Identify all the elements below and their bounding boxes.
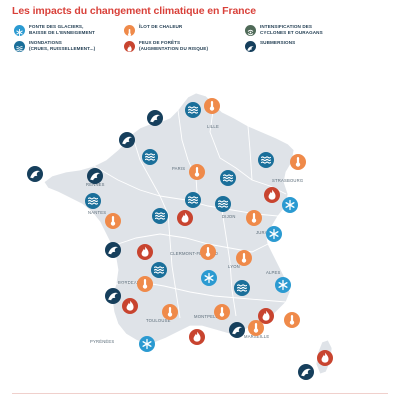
flame-icon [124, 41, 135, 52]
marker-submersion [105, 242, 121, 258]
city-nantes: NANTES [88, 210, 106, 215]
marker-flood [151, 262, 167, 278]
wave-icon [245, 41, 256, 52]
marker-heat [236, 250, 252, 266]
city-toulouse: TOULOUSE [146, 318, 171, 323]
marker-heat [284, 312, 300, 328]
waves-icon [14, 41, 25, 52]
legend-item-heat: ÎLOT DE CHALEUR [124, 24, 183, 37]
marker-flood [258, 152, 274, 168]
city-lille: LILLE [207, 124, 219, 129]
city-rennes: RENNES [86, 182, 105, 187]
marker-heat [189, 164, 205, 180]
marker-submersion [87, 168, 103, 184]
marker-snow [139, 336, 155, 352]
legend: FONTE DES GLACIERS, BAISSE DE L'ENNEIGEME… [10, 24, 390, 58]
marker-heat [246, 210, 262, 226]
city-montpellier: MONTPELLIER [194, 314, 226, 319]
marker-flood [152, 208, 168, 224]
marker-heat [248, 320, 264, 336]
marker-heat [214, 304, 230, 320]
legend-fire-line2: (AUGMENTATION DU RISQUE) [139, 45, 209, 51]
legend-item-cyclone: INTENSIFICATION DES CYCLONES ET OURAGANS [245, 24, 323, 36]
marker-submersion [147, 110, 163, 126]
city-lyon: LYON [228, 264, 240, 269]
marker-heat [162, 304, 178, 320]
marker-submersion [27, 166, 43, 182]
marker-fire [122, 298, 138, 314]
marker-fire [189, 329, 205, 345]
marker-heat [290, 154, 306, 170]
marker-flood [142, 149, 158, 165]
legend-item-submersion: SUBMERSIONS [245, 40, 295, 52]
marker-heat [200, 244, 216, 260]
legend-heat-line1: ÎLOT DE CHALEUR [139, 24, 183, 29]
legend-item-flood: INONDATIONS (CRUES, RUISSELLEMENT...) [14, 40, 95, 52]
city-pyrenees: PYRÉNÉES [90, 339, 114, 344]
marker-fire [264, 187, 280, 203]
marker-flood [234, 280, 250, 296]
marker-submersion [229, 322, 245, 338]
city-strasbourg: STRASBOURG [272, 178, 303, 183]
marker-fire [137, 244, 153, 260]
city-jura: JURA [256, 230, 268, 235]
marker-submersion [119, 132, 135, 148]
marker-snow [282, 197, 298, 213]
marker-heat [137, 276, 153, 292]
page-title: Les impacts du changement climatique en … [12, 5, 256, 17]
city-dijon: DIJON [222, 214, 236, 219]
marker-snow [275, 277, 291, 293]
snowflake-icon [14, 25, 25, 36]
legend-cyclone-line1: INTENSIFICATION DES [260, 24, 313, 29]
marker-snow [201, 270, 217, 286]
marker-flood [85, 193, 101, 209]
marker-submersion [298, 364, 314, 380]
marker-fire [258, 308, 274, 324]
legend-flood-line2: (CRUES, RUISSELLEMENT...) [29, 45, 96, 51]
marker-snow [266, 226, 282, 242]
legend-submersion-line1: SUBMERSIONS [260, 40, 296, 45]
city-clermont: CLERMONT-FERRAND [170, 251, 218, 256]
marker-fire [317, 350, 333, 366]
city-bordeaux: BORDEAUX [118, 280, 143, 285]
legend-cyclone-line2: CYCLONES ET OURAGANS [260, 29, 323, 35]
marker-flood [215, 196, 231, 212]
legend-item-snow: FONTE DES GLACIERS, BAISSE DE L'ENNEIGEME… [14, 24, 95, 36]
thermometer-icon [124, 25, 135, 37]
legend-snow-line2: BAISSE DE L'ENNEIGEMENT [29, 29, 95, 35]
city-labels: LILLE PARIS STRASBOURG RENNES NANTES DIJ… [86, 124, 303, 344]
bottom-divider [12, 393, 388, 394]
cyclone-icon [245, 25, 256, 36]
marker-heat [105, 213, 121, 229]
marker-fire [177, 210, 193, 226]
marker-flood [185, 192, 201, 208]
marker-heat [204, 98, 220, 114]
city-marseille: MARSEILLE [244, 334, 269, 339]
legend-flood-line1: INONDATIONS [29, 40, 62, 45]
legend-item-fire: FEUX DE FORÊTS (AUGMENTATION DU RISQUE) [124, 40, 208, 52]
marker-flood [185, 102, 201, 118]
city-alpes: ALPES [266, 270, 281, 275]
legend-fire-line1: FEUX DE FORÊTS [139, 40, 181, 45]
impact-markers [27, 98, 333, 380]
marker-submersion [105, 288, 121, 304]
marker-flood [220, 170, 236, 186]
legend-snow-line1: FONTE DES GLACIERS, [29, 24, 84, 29]
city-paris: PARIS [172, 166, 185, 171]
